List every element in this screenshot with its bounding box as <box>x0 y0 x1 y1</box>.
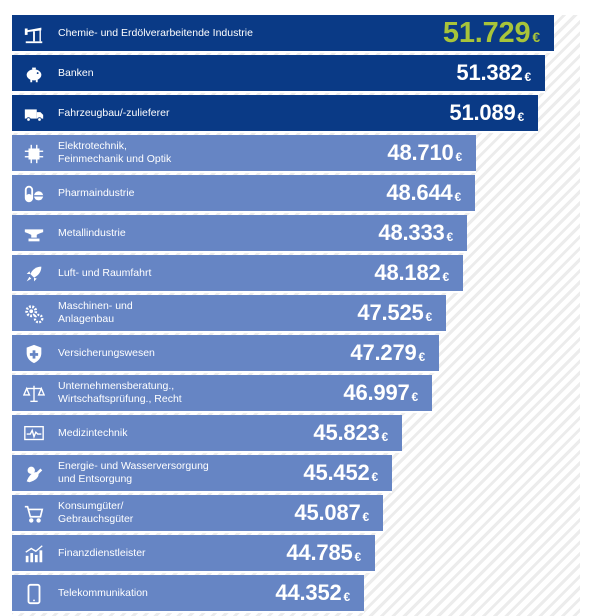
value-label: 45.452 € <box>303 455 378 491</box>
pills-icon <box>22 182 46 206</box>
value-number: 44.352 <box>275 580 342 605</box>
category-label: Banken <box>58 66 94 79</box>
bar-8: Maschinen- und Anlagenbau 47.525 € <box>12 295 446 333</box>
value-number: 46.997 <box>343 380 410 405</box>
value-number: 51.729 <box>442 16 531 49</box>
category-label: Fahrzeugbau/-zulieferer <box>58 106 170 119</box>
smartphone-icon <box>22 582 46 606</box>
bar-11: Medizintechnik 45.823 € <box>12 415 402 453</box>
value-number: 48.182 <box>374 260 441 285</box>
currency-symbol: € <box>517 110 525 124</box>
bar-6: Metallindustrie 48.333 € <box>12 215 467 253</box>
bar-10: Unternehmensberatung., Wirtschaftsprüfun… <box>12 375 432 413</box>
value-number: 45.823 <box>313 420 380 445</box>
bar-13: Konsumgüter/ Gebrauchsgüter 45.087 € <box>12 495 383 533</box>
gears-icon <box>22 302 46 326</box>
value-label: 45.823 € <box>313 415 388 451</box>
category-label: Elektrotechnik, Feinmechanik und Optik <box>58 140 172 165</box>
category-label: Versicherungswesen <box>58 346 155 359</box>
category-label: Telekommunikation <box>58 586 148 599</box>
value-label: 51.089 € <box>449 95 524 131</box>
category-label: Maschinen- und Anlagenbau <box>58 300 133 325</box>
category-label: Finanzdienstleister <box>58 546 146 559</box>
currency-symbol: € <box>381 430 389 444</box>
value-label: 48.182 € <box>374 255 449 291</box>
growth-chart-icon <box>22 542 46 566</box>
value-label: 47.525 € <box>357 295 432 331</box>
currency-symbol: € <box>362 510 370 524</box>
category-label: Luft- und Raumfahrt <box>58 266 152 279</box>
currency-symbol: € <box>454 190 462 204</box>
value-label: 51.382 € <box>456 55 531 91</box>
value-label: 45.087 € <box>294 495 369 531</box>
bar-3: Fahrzeugbau/-zulieferer 51.089 € <box>12 95 538 133</box>
ecg-monitor-icon <box>22 422 46 446</box>
bar-1: Chemie- und Erdölverarbeitende Industrie… <box>12 15 554 53</box>
scales-icon <box>22 382 46 406</box>
value-label: 46.997 € <box>343 375 418 411</box>
piggy-bank-icon <box>22 62 46 86</box>
currency-symbol: € <box>354 550 362 564</box>
currency-symbol: € <box>455 150 463 164</box>
currency-symbol: € <box>524 70 532 84</box>
currency-symbol: € <box>371 470 379 484</box>
category-label: Chemie- und Erdölverarbeitende Industrie <box>58 26 253 39</box>
value-number: 45.452 <box>303 460 370 485</box>
value-label: 48.644 € <box>386 175 461 211</box>
bar-5: Pharmaindustrie 48.644 € <box>12 175 475 213</box>
bar-7: Luft- und Raumfahrt 48.182 € <box>12 255 463 293</box>
bar-2: Banken 51.382 € <box>12 55 545 93</box>
bar-12: Energie- und Wasserversorgung und Entsor… <box>12 455 392 493</box>
value-number: 48.710 <box>387 140 454 165</box>
currency-symbol: € <box>411 390 419 404</box>
value-number: 45.087 <box>294 500 361 525</box>
bar-4: Elektrotechnik, Feinmechanik und Optik 48… <box>12 135 476 173</box>
value-label: 51.729 € <box>443 15 540 51</box>
bar-14: Finanzdienstleister 44.785 € <box>12 535 375 573</box>
bar-9: Versicherungswesen 47.279 € <box>12 335 439 373</box>
shield-cross-icon <box>22 342 46 366</box>
category-label: Medizintechnik <box>58 426 128 439</box>
value-number: 47.525 <box>357 300 424 325</box>
value-number: 51.089 <box>449 100 516 125</box>
value-label: 48.710 € <box>387 135 462 171</box>
currency-symbol: € <box>343 590 351 604</box>
currency-symbol: € <box>446 230 454 244</box>
shopping-cart-icon <box>22 502 46 526</box>
rocket-icon <box>22 262 46 286</box>
value-label: 44.352 € <box>275 575 350 611</box>
bar-15: Telekommunikation 44.352 € <box>12 575 364 613</box>
currency-symbol: € <box>425 310 433 324</box>
truck-icon <box>22 102 46 126</box>
category-label: Energie- und Wasserversorgung und Entsor… <box>58 460 209 485</box>
value-number: 44.785 <box>286 540 353 565</box>
plug-icon <box>22 462 46 486</box>
value-label: 47.279 € <box>350 335 425 371</box>
pump-jack-icon <box>22 22 46 46</box>
value-number: 47.279 <box>350 340 417 365</box>
value-label: 48.333 € <box>378 215 453 251</box>
currency-symbol: € <box>442 270 450 284</box>
category-label: Unternehmensberatung., Wirtschaftsprüfun… <box>58 380 182 405</box>
chip-icon <box>22 142 46 166</box>
category-label: Konsumgüter/ Gebrauchsgüter <box>58 500 134 525</box>
value-number: 48.644 <box>386 180 453 205</box>
anvil-icon <box>22 222 46 246</box>
category-label: Metallindustrie <box>58 226 126 239</box>
currency-symbol: € <box>532 29 540 45</box>
currency-symbol: € <box>418 350 426 364</box>
category-label: Pharmaindustrie <box>58 186 135 199</box>
value-number: 48.333 <box>378 220 445 245</box>
value-label: 44.785 € <box>286 535 361 571</box>
value-number: 51.382 <box>456 60 523 85</box>
